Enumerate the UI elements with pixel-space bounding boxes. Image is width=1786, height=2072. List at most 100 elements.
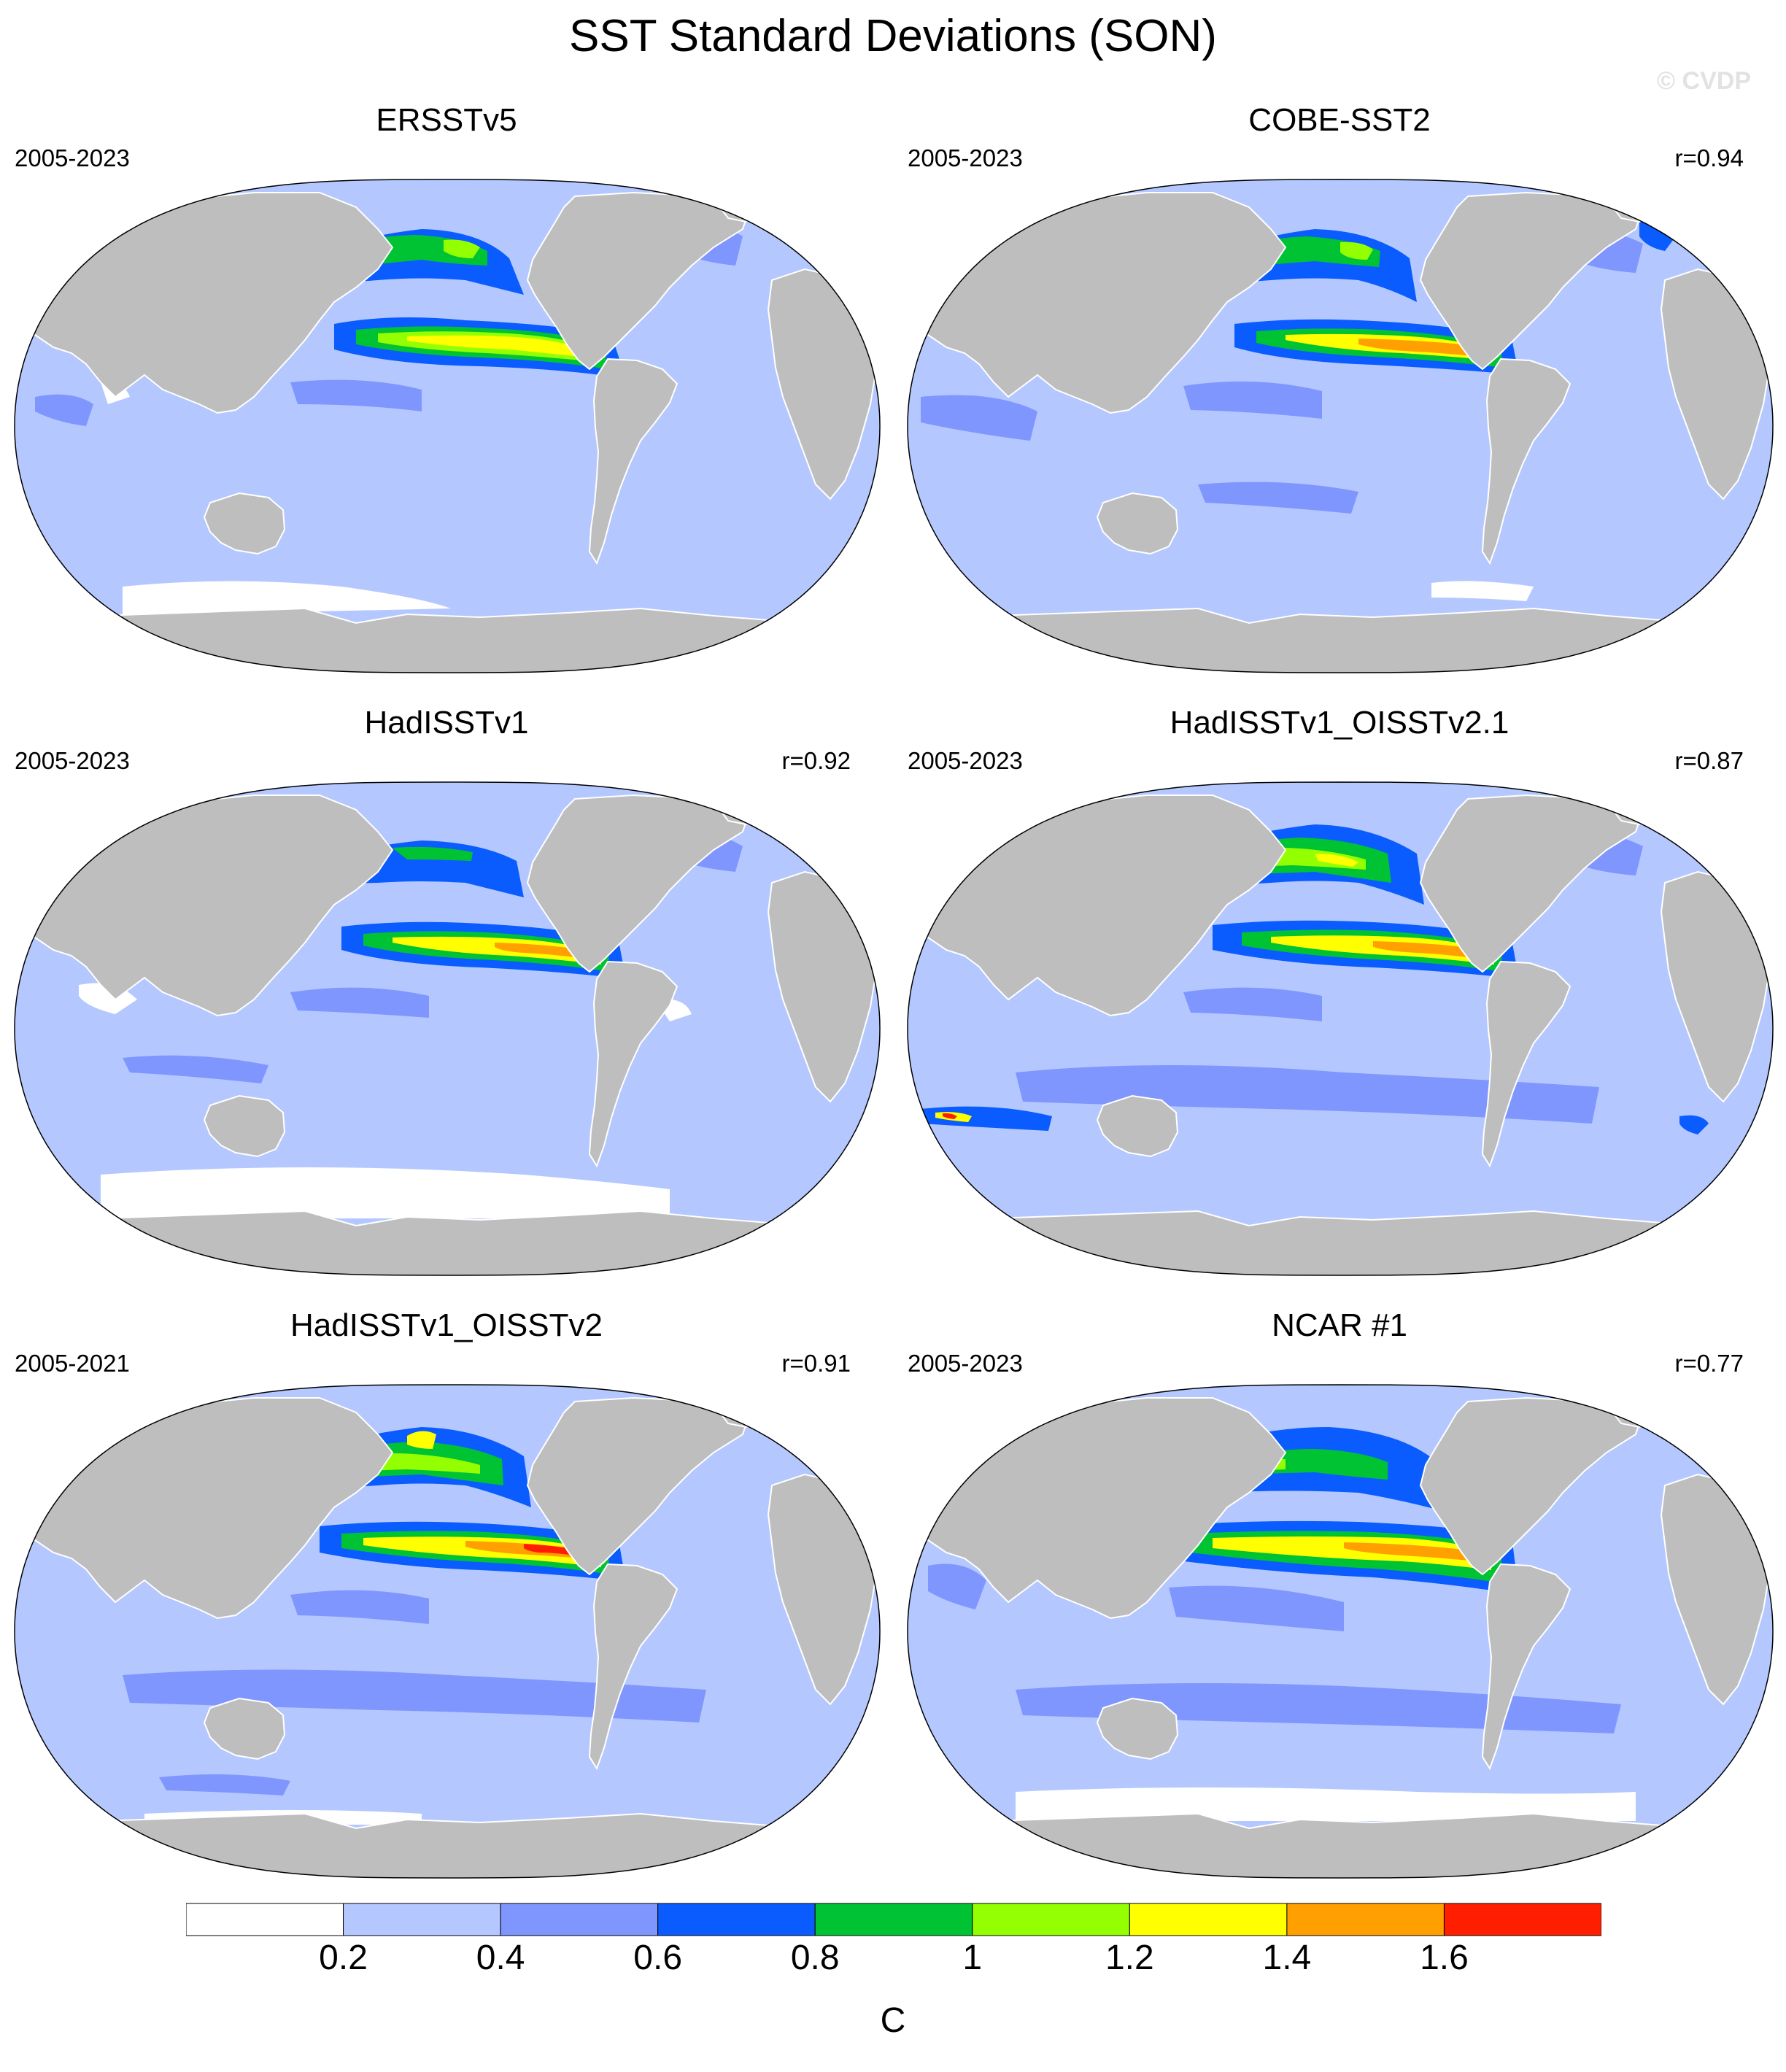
colorbar-box (1286, 1903, 1445, 1936)
land-na (526, 1396, 751, 1576)
sst-contour-region (524, 1544, 575, 1555)
sst-contour-region (123, 1669, 706, 1723)
panel-title: HadISSTv1_OISSTv2 (290, 1307, 603, 1343)
map-content (908, 1385, 1773, 1878)
panel-title: HadISSTv1 (364, 705, 529, 741)
sst-contour-region (1315, 854, 1358, 867)
colorbar-box (814, 1903, 973, 1936)
colorbar-tick-label: 1.2 (1105, 1938, 1154, 1977)
land-antarctica (908, 607, 1773, 673)
colorbar-tick-label: 0.2 (319, 1938, 368, 1977)
sst-map (14, 1384, 881, 1879)
land-aus (203, 1094, 286, 1158)
panel-hadisstv1-oisstv2: HadISSTv1_OISSTv2 2005-2021 r=0.91 (0, 1307, 893, 1891)
land-na (1419, 1396, 1644, 1576)
panel-correlation: r=0.92 (781, 747, 851, 774)
sst-map (907, 179, 1774, 673)
map-outline (14, 1384, 881, 1879)
land-antarctica (15, 1210, 880, 1275)
cvdp-watermark: © CVDP (1657, 67, 1751, 95)
sst-contour-region (363, 1536, 601, 1567)
sst-contour-region (1016, 1787, 1636, 1821)
panel-ersstv5: ERSSTv5 2005-2023 (0, 102, 893, 686)
land-sa (588, 960, 679, 1168)
sst-contour-region (407, 1431, 436, 1449)
sst-map (907, 1384, 1774, 1879)
sst-contour-region (123, 1055, 268, 1083)
map-outline (907, 1384, 1774, 1879)
sst-contour-region (1271, 935, 1494, 965)
sst-contour-region (1213, 1536, 1491, 1570)
figure-title: SST Standard Deviations (SON) (569, 11, 1217, 61)
panel-period: 2005-2021 (15, 1350, 130, 1377)
panel-title: HadISSTv1_OISSTv2.1 (1170, 705, 1509, 741)
panel-period: 2005-2023 (15, 747, 130, 774)
land-aus (203, 1697, 286, 1760)
land-asia (908, 192, 1287, 414)
sst-contour-region (290, 379, 422, 411)
colorbar-box (343, 1903, 501, 1936)
land-na (526, 794, 751, 973)
sst-contour-region (35, 394, 93, 426)
land-asia (908, 1397, 1287, 1620)
sst-map (14, 781, 881, 1276)
panel-title: NCAR #1 (1272, 1307, 1407, 1343)
sst-contour-region (1183, 381, 1322, 419)
land-sa (1481, 1563, 1572, 1771)
colorbar-box (657, 1903, 816, 1936)
panel-cobe-sst2: COBE-SST2 2005-2023 r=0.94 (893, 102, 1786, 686)
land-asia (15, 192, 394, 414)
land-antarctica (908, 1812, 1773, 1878)
map-content (908, 782, 1773, 1275)
sst-contour-region (1431, 581, 1534, 601)
map-outline (907, 781, 1774, 1276)
land-sa (588, 357, 679, 565)
map-outline (14, 179, 881, 673)
land-sa (1481, 960, 1572, 1168)
panel-period: 2005-2023 (15, 144, 130, 171)
sst-contour-region (1183, 987, 1322, 1021)
sst-contour-region (943, 1113, 957, 1119)
land-asia (15, 1397, 394, 1620)
sst-contour-region (123, 581, 451, 616)
panel-correlation: r=0.94 (1674, 144, 1744, 171)
sst-contour-region (921, 395, 1037, 441)
colorbar-tick-label: 0.6 (633, 1938, 683, 1977)
colorbar-tick-label: 1.4 (1262, 1938, 1312, 1977)
sst-map (907, 781, 1774, 1276)
panel-period: 2005-2023 (908, 747, 1023, 774)
panel-correlation: r=0.87 (1674, 747, 1744, 774)
land-asia (15, 795, 394, 1017)
colorbar-labels: 0.2 0.4 0.6 0.8 1 1.2 1.4 1.6 (0, 1938, 1786, 1982)
panel-ncar-1: NCAR #1 2005-2023 r=0.77 (893, 1307, 1786, 1891)
map-content (15, 782, 880, 1275)
land-sa (588, 1563, 679, 1771)
panel-period: 2005-2023 (908, 1350, 1023, 1377)
colorbar-box (972, 1903, 1130, 1936)
sst-contour-region (1016, 1065, 1599, 1124)
map-content (15, 179, 880, 673)
panel-correlation: r=0.91 (781, 1350, 851, 1377)
sst-contour-region (393, 936, 601, 965)
sst-contour-region (407, 335, 588, 357)
colorbar-tick-label: 0.8 (790, 1938, 840, 1977)
sst-contour-region (290, 1590, 429, 1624)
land-na (1419, 794, 1644, 973)
land-asia (908, 795, 1287, 1017)
sst-contour-region (1344, 1542, 1477, 1561)
colorbar-tick-label: 1.6 (1420, 1938, 1469, 1977)
colorbar (186, 1903, 1601, 1936)
sst-contour-region (1358, 339, 1490, 357)
panel-hadisstv1: HadISSTv1 2005-2023 r=0.92 (0, 705, 893, 1288)
sst-contour-region (393, 846, 473, 861)
land-aus (1096, 1697, 1179, 1760)
land-antarctica (15, 1812, 880, 1878)
sst-contour-region (1679, 1115, 1709, 1134)
sst-contour-region (159, 1774, 290, 1795)
land-aus (1096, 1094, 1179, 1158)
map-content (908, 179, 1773, 673)
map-content (15, 1385, 880, 1878)
colorbar-box (500, 1903, 659, 1936)
sst-contour-region (1373, 941, 1479, 959)
sst-contour-region (1198, 482, 1358, 514)
